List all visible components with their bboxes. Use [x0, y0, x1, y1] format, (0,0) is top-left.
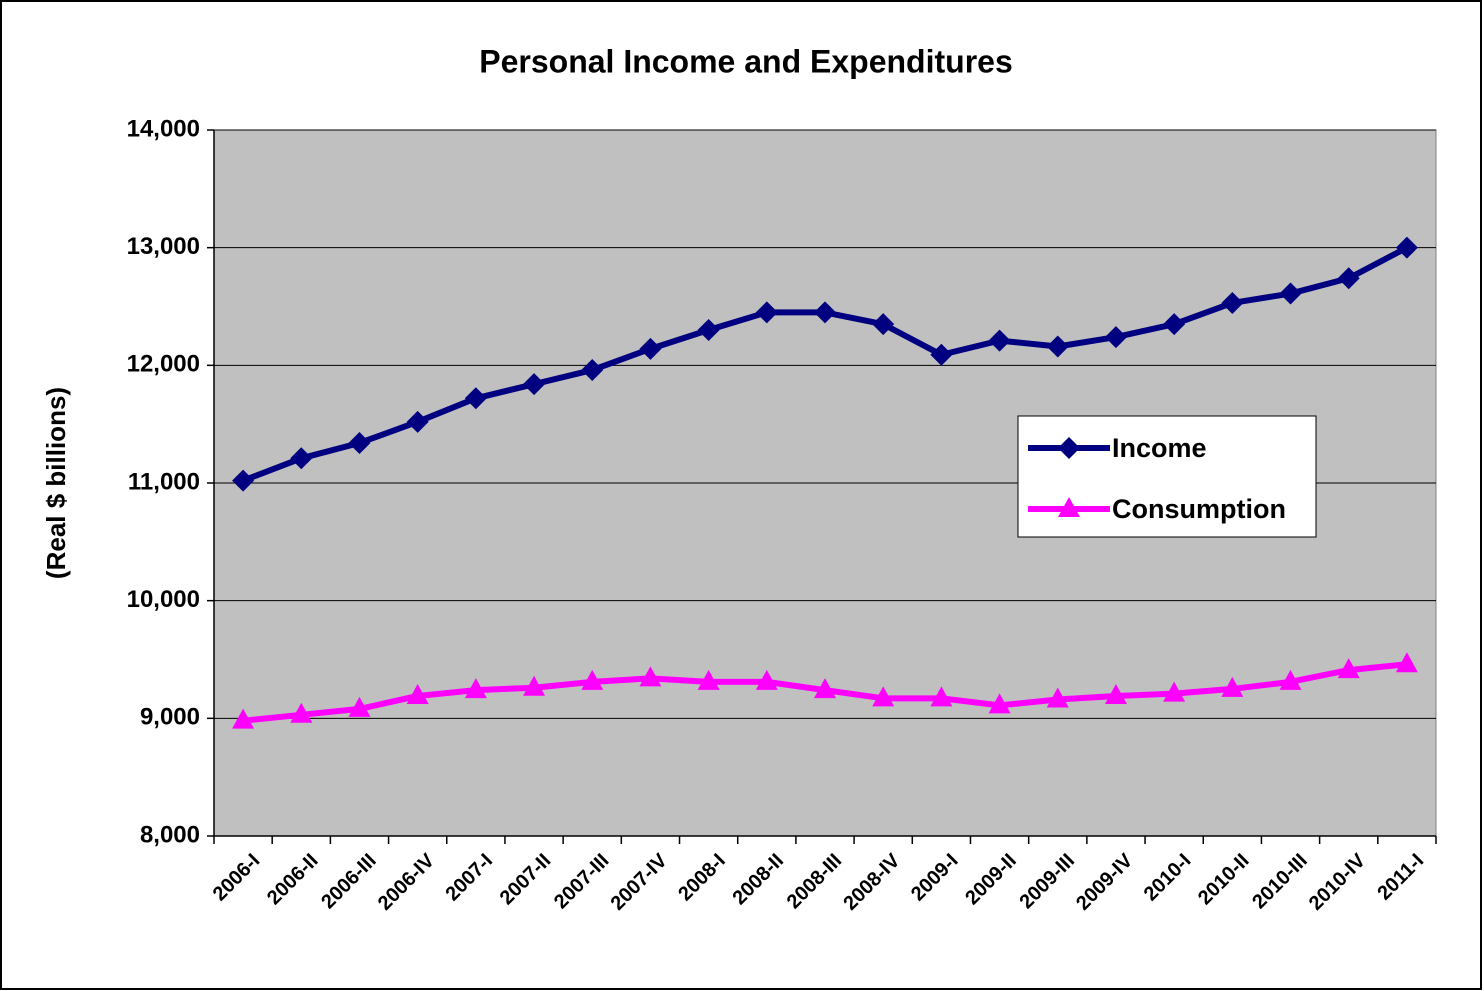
point-marker — [232, 469, 255, 492]
y-tick-label: 11,000 — [128, 468, 200, 495]
point-marker — [697, 669, 720, 690]
point-marker — [872, 686, 895, 707]
point-marker — [1221, 676, 1244, 697]
point-marker — [814, 301, 836, 324]
point-marker — [1395, 236, 1418, 259]
y-tick-label: 12,000 — [127, 351, 200, 378]
point-marker — [1104, 326, 1127, 349]
point-marker — [755, 669, 778, 690]
y-tick-label: 8,000 — [140, 821, 200, 848]
point-marker — [1046, 687, 1069, 708]
point-marker — [406, 683, 429, 704]
point-marker — [639, 666, 662, 687]
point-marker — [1395, 652, 1418, 673]
point-marker — [930, 343, 953, 366]
point-marker — [814, 678, 836, 699]
point-marker — [1104, 683, 1127, 704]
point-marker — [348, 431, 371, 454]
point-marker — [523, 373, 546, 396]
point-marker — [755, 301, 778, 324]
y-tick-label: 9,000 — [140, 704, 200, 731]
point-marker — [464, 387, 487, 410]
point-marker — [523, 675, 546, 696]
point-marker — [988, 693, 1011, 714]
point-marker — [348, 696, 371, 717]
y-tick-label: 13,000 — [127, 233, 200, 260]
point-marker — [697, 319, 720, 342]
point-marker — [232, 708, 255, 729]
point-marker — [290, 447, 313, 470]
point-marker — [1279, 282, 1302, 305]
point-marker — [639, 337, 662, 360]
point-marker — [1058, 437, 1080, 459]
point-marker — [406, 410, 429, 433]
point-marker — [1046, 335, 1069, 358]
point-marker — [1163, 313, 1186, 336]
y-tick-label: 14,000 — [127, 115, 200, 142]
point-marker — [872, 313, 895, 336]
point-marker — [1163, 681, 1186, 702]
point-marker — [1058, 497, 1080, 517]
point-marker — [930, 686, 953, 707]
point-marker — [1337, 267, 1360, 290]
point-marker — [581, 669, 604, 690]
point-marker — [581, 359, 604, 382]
y-axis-label: (Real $ billions) — [41, 387, 71, 579]
legend-label: Consumption — [1112, 494, 1286, 524]
legend-label: Income — [1112, 433, 1207, 463]
point-marker — [988, 329, 1011, 352]
point-marker — [1279, 669, 1302, 690]
point-marker — [290, 702, 313, 723]
point-marker — [1221, 291, 1244, 314]
point-marker — [464, 678, 487, 699]
point-marker — [1337, 658, 1360, 679]
chart-title: Personal Income and Expenditures — [479, 43, 1012, 79]
y-tick-label: 10,000 — [127, 586, 200, 613]
